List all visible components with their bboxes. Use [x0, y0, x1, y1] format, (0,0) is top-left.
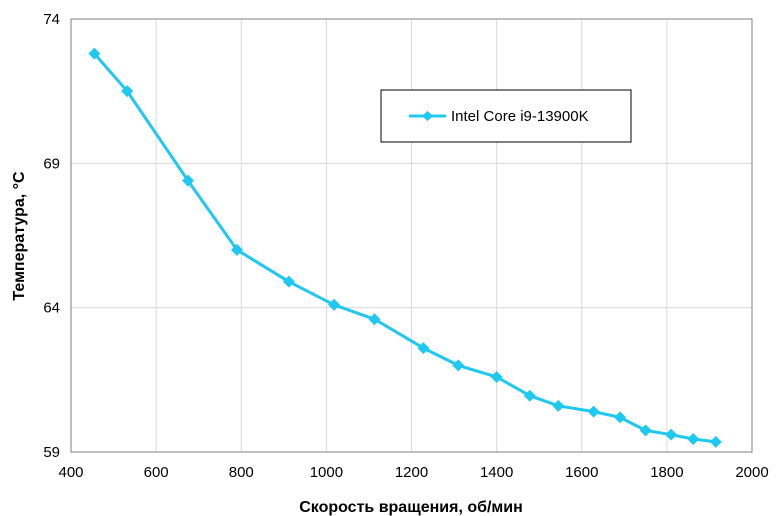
data-point: [490, 370, 503, 383]
x-tick-label: 600: [144, 464, 169, 481]
data-point: [182, 174, 195, 187]
data-point: [88, 47, 101, 60]
y-tick-labels: 59 64 69 74: [43, 11, 60, 461]
data-point: [328, 298, 341, 311]
data-point: [523, 389, 536, 402]
data-point: [614, 411, 627, 424]
legend-marker: [422, 111, 433, 121]
x-tick-label: 800: [229, 464, 254, 481]
plot-area: [70, 18, 753, 453]
y-tick-label: 64: [43, 300, 60, 317]
data-point: [665, 428, 678, 441]
x-tick-label: 1000: [310, 464, 343, 481]
data-point: [368, 313, 381, 326]
x-tick-labels: 400 600 800 1000 1200 1400 1600 1800 2000: [58, 464, 768, 481]
data-point: [417, 342, 430, 355]
x-tick-label: 1200: [395, 464, 428, 481]
legend: Intel Core i9-13900K: [380, 89, 632, 143]
data-point: [709, 435, 722, 448]
legend-label: Intel Core i9-13900K: [451, 108, 589, 125]
data-point: [552, 399, 565, 412]
y-tick-label: 74: [43, 11, 60, 28]
data-point: [587, 405, 600, 418]
y-axis-title: Температура, °C: [11, 171, 28, 301]
x-tick-label: 1800: [650, 464, 683, 481]
y-tick-label: 69: [43, 155, 60, 172]
x-tick-label: 1400: [480, 464, 513, 481]
grid-lines: [70, 18, 753, 453]
x-tick-label: 400: [58, 464, 83, 481]
data-point: [687, 433, 700, 446]
data-point: [230, 243, 243, 256]
x-tick-label: 2000: [735, 464, 768, 481]
x-axis-title: Скорость вращения, об/мин: [299, 499, 523, 516]
series-layer: [88, 47, 722, 448]
data-point: [282, 275, 295, 288]
data-point: [121, 85, 134, 98]
data-point: [452, 359, 465, 372]
data-point: [639, 424, 652, 437]
y-tick-label: 59: [43, 444, 60, 461]
x-tick-label: 1600: [565, 464, 598, 481]
